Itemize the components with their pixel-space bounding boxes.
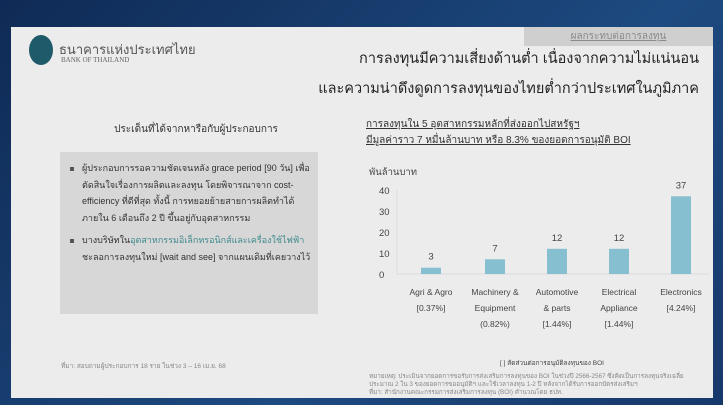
chart-note: หมายเหตุ: ประเมินจากยอดการขอรับการส่งเสร… [369, 373, 709, 397]
x-tick-label: (0.82%) [480, 319, 510, 329]
data-label: 3 [428, 252, 433, 263]
chart-footnote: [ ] สัดส่วนต่อการอนุมัติลงทุนของ BOI [500, 359, 604, 367]
note-line: ประมาณ 2 ใน 3 ของยอดการขออนุมัติฯ และใช้… [369, 381, 638, 388]
bot-logo-icon [29, 35, 53, 65]
y-tick-label: 10 [379, 249, 390, 260]
y-tick-label: 20 [379, 228, 390, 239]
x-tick-label: [1.44%] [605, 319, 634, 329]
headline-line-1: การลงทุนมีความเสี่ยงด้านต่ำ เนื่องจากควา… [359, 51, 699, 67]
x-tick-label: Electrical [602, 287, 637, 297]
x-tick-label: [4.24%] [667, 303, 696, 313]
bar [671, 196, 691, 274]
chart-title: การลงทุนใน 5 อุตสาหกรรมหลักที่ส่งออกไปสห… [366, 119, 580, 130]
data-label: 7 [492, 243, 497, 254]
x-tick-label: [1.44%] [543, 319, 572, 329]
note-source: ที่มา: สำนักงานคณะกรรมการส่งเสริมการลงทุ… [369, 389, 563, 396]
x-tick-label: [0.37%] [417, 303, 446, 313]
bar [547, 248, 567, 274]
bullet-text-pre: บางบริษัทใน [82, 235, 131, 245]
bullet-icon [70, 239, 74, 243]
note-line: หมายเหตุ: ประเมินจากยอดการขอรับการส่งเสร… [369, 373, 684, 380]
bullet-text-post: ชะลอการลงทุนใหม่ [wait and see] จากแผนเด… [82, 251, 311, 262]
y-tick-label: 30 [379, 207, 390, 218]
headline-line-2: และความน่าดึงดูดการลงทุนของไทยต่ำกว่าประ… [318, 81, 699, 97]
bullet-item: บางบริษัทในอุตสาหกรรมอิเล็กทรอนิกส์และเค… [70, 232, 312, 265]
data-label: 12 [614, 233, 625, 244]
x-tick-label: Electronics [660, 287, 702, 297]
logo-text-th: ธนาคารแห่งประเทศไทย [59, 42, 196, 57]
y-tick-label: 40 [379, 186, 390, 197]
bar-chart: พันล้านบาท 0 10 20 30 40 3 Agri & Agro [0.37%] 7 M… [369, 167, 709, 367]
x-tick-label: Automotive [536, 287, 579, 297]
x-tick-label: Appliance [600, 303, 638, 313]
section-tag: ผลกระทบต่อการลงทุน [524, 27, 713, 46]
y-tick-label: 0 [379, 270, 384, 281]
y-axis-label: พันล้านบาท [369, 167, 417, 178]
x-tick-label: & parts [544, 303, 571, 313]
findings-box: ผู้ประกอบการรอความชัดเจนหลัง grace perio… [60, 152, 318, 314]
bullet-highlight: อุตสาหกรรมอิเล็กทรอนิกส์และเครื่องใช้ไฟฟ… [130, 235, 305, 245]
x-tick-label: Equipment [475, 303, 516, 313]
data-label: 12 [552, 233, 563, 244]
x-tick-label: Agri & Agro [410, 287, 453, 297]
data-label: 37 [676, 180, 687, 191]
bullet-text: บางบริษัทในอุตสาหกรรมอิเล็กทรอนิกส์และเค… [82, 232, 312, 265]
slide: ผลกระทบต่อการลงทุน ธนาคารแห่งประเทศไทย B… [11, 27, 713, 398]
bar [609, 248, 629, 274]
left-source: ที่มา: สอบถามผู้ประกอบการ 18 ราย ในช่วง … [61, 363, 226, 370]
bullet-icon [70, 167, 74, 171]
left-title: ประเด็นที่ได้จากหารือกับผู้ประกอบการ [114, 124, 278, 135]
x-tick-label: Machinery & [471, 287, 519, 297]
bar [421, 267, 441, 274]
chart-subtitle: มีมูลค่าราว 7 หมื่นล้านบาท หรือ 8.3% ของ… [366, 135, 631, 146]
logo-text-en: BANK OF THAILAND [61, 56, 130, 64]
bullet-text: ผู้ประกอบการรอความชัดเจนหลัง grace perio… [82, 163, 310, 223]
bullet-item: ผู้ประกอบการรอความชัดเจนหลัง grace perio… [70, 160, 312, 226]
bar [485, 259, 505, 274]
